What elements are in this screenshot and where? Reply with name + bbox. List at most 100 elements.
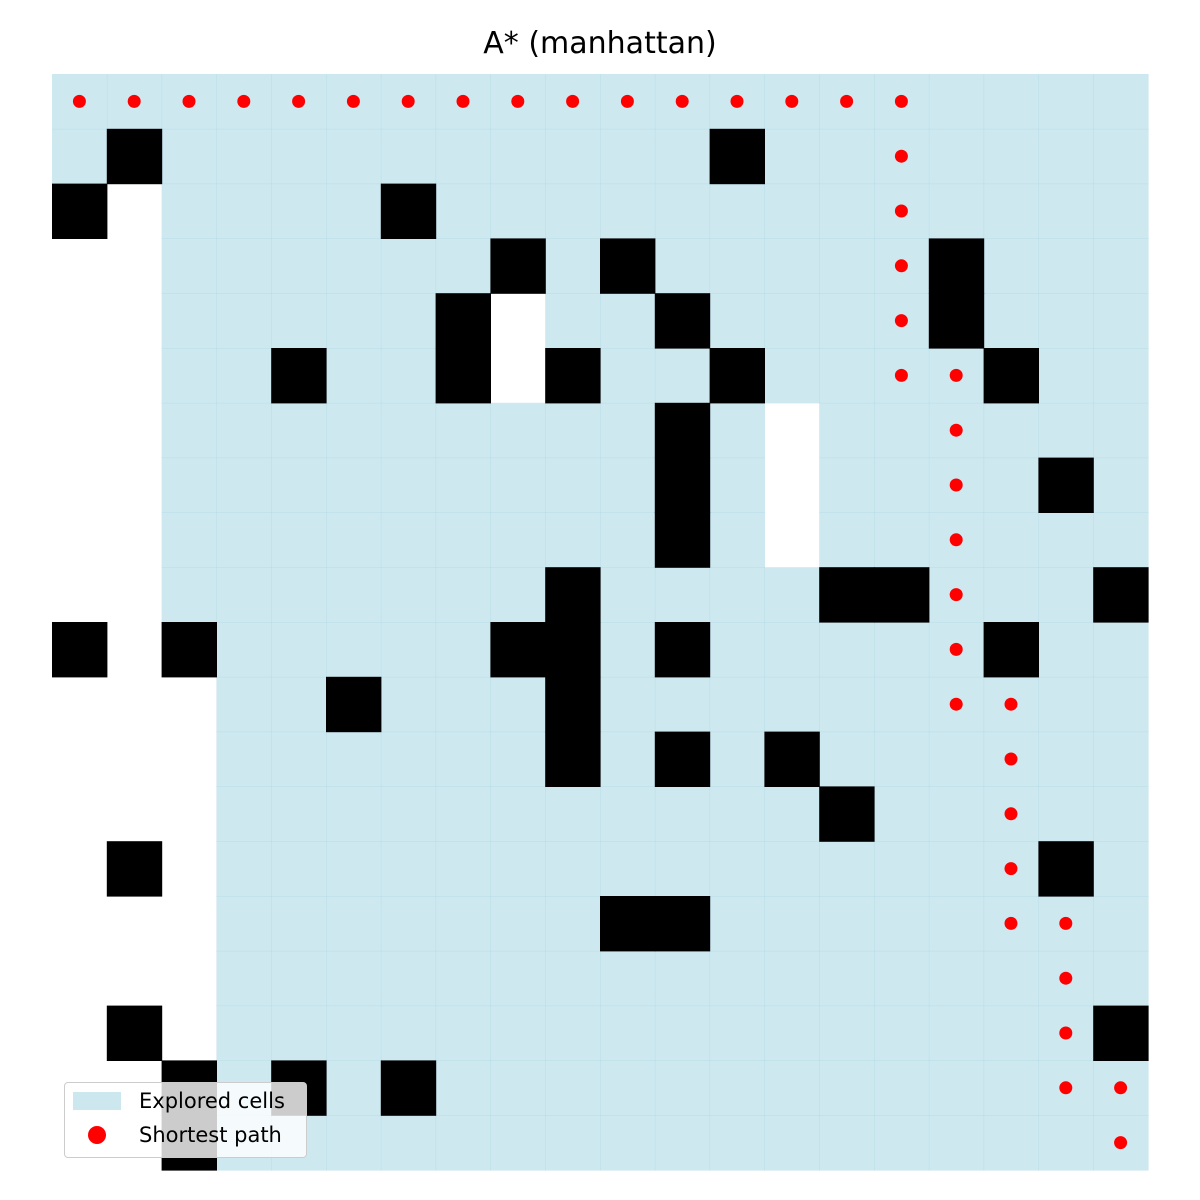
explored-cell [764, 348, 820, 404]
explored-cell [216, 950, 272, 1007]
explored-cell [326, 512, 382, 568]
legend-explored-label: Explored cells [139, 1089, 285, 1113]
explored-cell [490, 786, 546, 842]
explored-cell [435, 1115, 491, 1171]
explored-cell [490, 128, 546, 185]
explored-cell [435, 402, 491, 459]
explored-cell [545, 512, 601, 568]
explored-cell [600, 348, 656, 404]
obstacle-cell [52, 622, 108, 678]
explored-cell [271, 128, 327, 185]
explored-cell [983, 1115, 1039, 1171]
obstacle-cell [545, 622, 601, 678]
explored-cell [983, 567, 1039, 623]
explored-cell [380, 238, 437, 294]
explored-cell [1038, 74, 1094, 130]
explored-cell [161, 238, 217, 294]
explored-cell [216, 128, 272, 185]
path-point [949, 697, 963, 711]
explored-cell [1093, 183, 1149, 239]
explored-cell [271, 293, 327, 349]
explored-cell [271, 1005, 327, 1061]
explored-cell [1038, 676, 1094, 733]
obstacle-cell [380, 183, 437, 239]
explored-cell [1038, 622, 1094, 678]
explored-cell [380, 786, 437, 842]
explored-cell [380, 402, 437, 459]
obstacle-cell [106, 1005, 163, 1061]
explored-cell [216, 348, 272, 404]
explored-cell [490, 950, 546, 1007]
explored-cell [983, 512, 1039, 568]
explored-cell [545, 238, 601, 294]
path-point [949, 588, 963, 602]
explored-cell [271, 457, 327, 513]
path-point [785, 94, 799, 108]
explored-cell [709, 238, 765, 294]
explored-cell [435, 183, 491, 239]
explored-cell [764, 841, 820, 897]
explored-cell [435, 786, 491, 842]
explored-cell [216, 676, 272, 733]
explored-cell [709, 841, 765, 897]
explored-cell [326, 786, 382, 842]
explored-cell [216, 786, 272, 842]
path-point [1004, 697, 1018, 711]
explored-cell [600, 128, 656, 185]
explored-cell [1093, 950, 1149, 1007]
explored-cell [380, 567, 437, 623]
path-point [566, 94, 580, 108]
path-point [730, 94, 744, 108]
obstacle-cell [983, 622, 1039, 678]
explored-cell [874, 1115, 930, 1171]
explored-cell [490, 457, 546, 513]
explored-cell [545, 457, 601, 513]
explored-cell [380, 841, 437, 897]
explored-cell [545, 1060, 601, 1116]
explored-cell [983, 950, 1039, 1007]
chart-title: A* (manhattan) [483, 26, 717, 61]
explored-cell [271, 512, 327, 568]
explored-cell [764, 128, 820, 185]
explored-cell [874, 1005, 930, 1061]
explored-cell [600, 786, 656, 842]
explored-cell [545, 841, 601, 897]
explored-cell [654, 1005, 711, 1061]
obstacle-cell [545, 567, 601, 623]
explored-cell [216, 841, 272, 897]
obstacle-cell [819, 567, 875, 623]
explored-cell [764, 183, 820, 239]
explored-cell [709, 1060, 765, 1116]
explored-cell [928, 1060, 985, 1116]
obstacle-cell [545, 348, 601, 404]
obstacle-cell [654, 731, 711, 787]
obstacle-cell [819, 786, 875, 842]
explored-cell [654, 567, 711, 623]
explored-cell [326, 1115, 382, 1171]
explored-cell [928, 841, 985, 897]
obstacle-cell [545, 676, 601, 733]
explored-cell [545, 402, 601, 459]
explored-cell [600, 512, 656, 568]
path-point [894, 204, 908, 218]
explored-cell [326, 896, 382, 952]
explored-cell [326, 567, 382, 623]
explored-cell [161, 348, 217, 404]
explored-cell [709, 512, 765, 568]
explored-cell [983, 293, 1039, 349]
explored-cell [709, 950, 765, 1007]
path-point [840, 94, 854, 108]
explored-cell [983, 74, 1039, 130]
explored-cell [983, 128, 1039, 185]
obstacle-cell [326, 676, 382, 733]
explored-cell [928, 183, 985, 239]
explored-cell [819, 676, 875, 733]
obstacle-cell [490, 238, 546, 294]
obstacle-cell [983, 348, 1039, 404]
explored-cell [709, 1115, 765, 1171]
explored-cell [271, 402, 327, 459]
explored-cell [380, 128, 437, 185]
explored-cell [380, 293, 437, 349]
explored-cell [326, 457, 382, 513]
explored-cell [654, 183, 711, 239]
